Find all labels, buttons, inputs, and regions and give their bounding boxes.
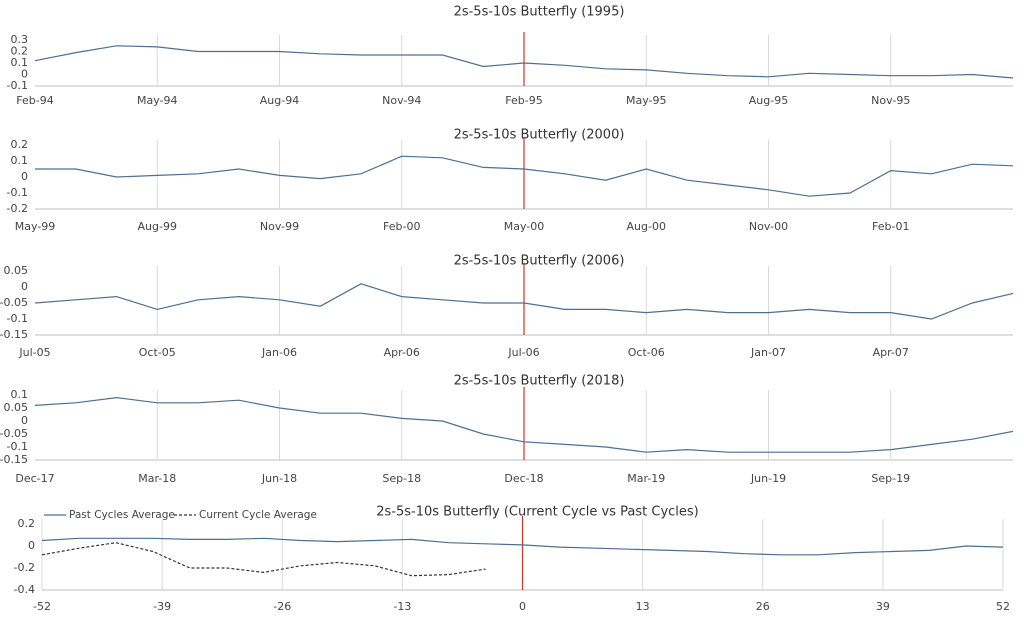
y-tick-label: -0.1	[7, 186, 28, 199]
y-tick-label: -0.05	[0, 427, 28, 440]
x-tick-label: Apr-06	[384, 346, 420, 359]
y-tick-label: -0.15	[0, 328, 28, 341]
x-tick-label: Feb-95	[505, 94, 542, 107]
y-tick-label: 0.2	[11, 45, 29, 58]
x-tick-label: Sep-18	[382, 472, 421, 485]
x-tick-label: 0	[519, 600, 526, 613]
x-tick-label: Jul-05	[18, 346, 50, 359]
x-tick-label: 52	[996, 600, 1010, 613]
x-tick-label: Aug-99	[138, 220, 177, 233]
x-tick-label: Mar-19	[627, 472, 665, 485]
x-tick-label: Jun-18	[261, 472, 297, 485]
x-tick-label: Feb-00	[383, 220, 420, 233]
x-tick-label: Jun-19	[750, 472, 786, 485]
y-tick-label: -0.1	[7, 312, 28, 325]
y-tick-label: 0.1	[11, 154, 29, 167]
x-tick-label: Jan-06	[261, 346, 297, 359]
chart-title: 2s-5s-10s Butterfly (2018)	[454, 374, 625, 389]
x-tick-label: Mar-18	[138, 472, 176, 485]
y-tick-label: -0.1	[7, 440, 28, 453]
legend-label: Past Cycles Average	[69, 509, 175, 521]
series-line	[34, 283, 1014, 320]
x-tick-label: May-94	[137, 94, 178, 107]
x-tick-label: Aug-94	[260, 94, 299, 107]
x-tick-label: Aug-00	[627, 220, 666, 233]
x-tick-label: Nov-00	[749, 220, 788, 233]
x-tick-label: Feb-01	[872, 220, 909, 233]
y-tick-label: 0.05	[4, 264, 29, 277]
series-line	[34, 45, 1014, 79]
series-line	[34, 396, 1014, 453]
y-tick-label: 0.1	[11, 56, 29, 69]
x-tick-label: Dec-17	[15, 472, 54, 485]
x-tick-label: Sep-19	[871, 472, 910, 485]
y-tick-label: 0	[28, 539, 35, 552]
y-tick-label: 0.2	[11, 138, 29, 151]
x-tick-label: Feb-94	[16, 94, 53, 107]
x-tick-label: -26	[273, 600, 291, 613]
chart-title: 2s-5s-10s Butterfly (Current Cycle vs Pa…	[376, 505, 699, 520]
x-tick-label: Aug-95	[749, 94, 788, 107]
chart-title: 2s-5s-10s Butterfly (2000)	[454, 128, 625, 143]
y-tick-label: 0	[21, 280, 28, 293]
x-tick-label: 13	[636, 600, 650, 613]
series-line	[41, 542, 486, 577]
legend-label: Current Cycle Average	[199, 509, 317, 521]
x-tick-label: May-00	[504, 220, 545, 233]
y-tick-label: -0.4	[14, 583, 35, 596]
y-tick-label: 0	[21, 170, 28, 183]
x-tick-label: Nov-95	[871, 94, 910, 107]
x-tick-label: -52	[33, 600, 51, 613]
x-tick-label: Nov-94	[382, 94, 421, 107]
x-tick-label: Jan-07	[750, 346, 786, 359]
chart-title: 2s-5s-10s Butterfly (2006)	[454, 254, 625, 269]
y-tick-label: 0.05	[4, 401, 29, 414]
chart-title: 2s-5s-10s Butterfly (1995)	[454, 5, 625, 20]
y-tick-label: -0.05	[0, 296, 28, 309]
x-tick-label: Nov-99	[260, 220, 299, 233]
y-tick-label: 0	[21, 68, 28, 81]
y-tick-label: -0.2	[14, 561, 35, 574]
x-tick-label: May-95	[626, 94, 667, 107]
x-tick-label: Oct-05	[139, 346, 176, 359]
x-tick-label: -39	[153, 600, 171, 613]
y-tick-label: -0.15	[0, 453, 28, 466]
x-tick-label: -13	[393, 600, 411, 613]
x-tick-label: 26	[756, 600, 770, 613]
x-tick-label: Apr-07	[873, 346, 909, 359]
y-tick-label: 0	[21, 414, 28, 427]
x-tick-label: May-99	[15, 220, 56, 233]
series-line	[35, 155, 1014, 197]
y-tick-label: 0.1	[11, 388, 29, 401]
x-tick-label: Oct-06	[628, 346, 665, 359]
x-tick-label: 39	[876, 600, 890, 613]
y-tick-label: -0.2	[7, 202, 28, 215]
y-tick-label: 0.3	[11, 33, 29, 46]
x-tick-label: Dec-18	[504, 472, 543, 485]
series-line	[41, 537, 1004, 556]
x-tick-label: Jul-06	[507, 346, 539, 359]
y-tick-label: -0.1	[7, 79, 28, 92]
y-tick-label: 0.2	[18, 517, 36, 530]
